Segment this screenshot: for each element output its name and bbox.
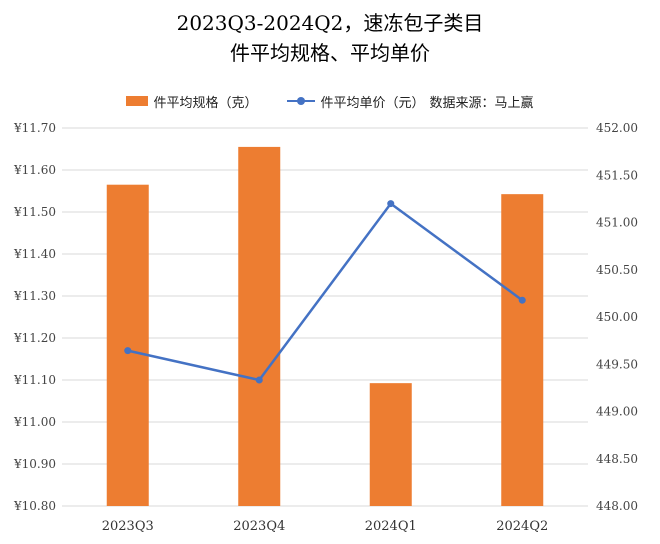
right-tick-label: 452.00: [596, 121, 638, 135]
legend-line-swatch: [287, 96, 316, 106]
right-tick-label: 449.50: [596, 357, 638, 371]
left-tick-label: ¥11.20: [13, 331, 56, 345]
chart-title: 2023Q3-2024Q2，速冻包子类目 件平均规格、平均单价: [0, 8, 660, 68]
price-line: [127, 202, 523, 382]
legend-bar-label: 件平均规格（克）: [153, 95, 258, 111]
price-point: [518, 296, 526, 304]
chart-title-line2: 件平均规格、平均单价: [230, 41, 430, 65]
price-point: [387, 200, 395, 208]
legend-item-line: 件平均单价（元） 数据来源：马上赢: [287, 92, 534, 111]
bar: [501, 194, 544, 506]
right-tick-label: 451.00: [596, 216, 638, 230]
left-tick-label: ¥11.40: [13, 247, 56, 261]
right-tick-label: 448.50: [596, 452, 638, 466]
legend: 件平均规格（克） 件平均单价（元） 数据来源：马上赢: [0, 90, 660, 112]
bar: [369, 383, 412, 506]
legend-line-label: 件平均单价（元）: [320, 95, 425, 111]
category-label: 2024Q1: [365, 519, 417, 534]
legend-item-bar: 件平均规格（克）: [126, 92, 257, 111]
bar: [238, 146, 281, 506]
legend-bar-swatch: [126, 96, 149, 106]
category-label: 2023Q4: [233, 519, 285, 534]
left-tick-label: ¥11.00: [13, 415, 56, 429]
left-tick-label: ¥11.70: [13, 121, 56, 135]
right-tick-label: 450.50: [596, 263, 638, 277]
chart-title-line1: 2023Q3-2024Q2，速冻包子类目: [176, 11, 484, 35]
left-tick-label: ¥11.60: [13, 163, 56, 177]
left-tick-label: ¥11.10: [13, 373, 56, 387]
left-tick-label: ¥10.80: [13, 499, 56, 513]
right-tick-label: 450.00: [596, 310, 638, 324]
left-tick-label: ¥11.30: [13, 289, 56, 303]
source-note: 数据来源：马上赢: [429, 95, 534, 111]
right-tick-label: 451.50: [596, 168, 638, 182]
price-point: [124, 347, 132, 355]
right-tick-label: 448.00: [596, 499, 638, 513]
category-label: 2023Q3: [102, 519, 154, 534]
price-point: [255, 376, 263, 384]
left-tick-label: ¥10.90: [13, 457, 56, 471]
category-label: 2024Q2: [496, 519, 548, 534]
right-tick-label: 449.00: [596, 405, 638, 419]
bar: [106, 184, 149, 506]
left-tick-label: ¥11.50: [13, 205, 56, 219]
